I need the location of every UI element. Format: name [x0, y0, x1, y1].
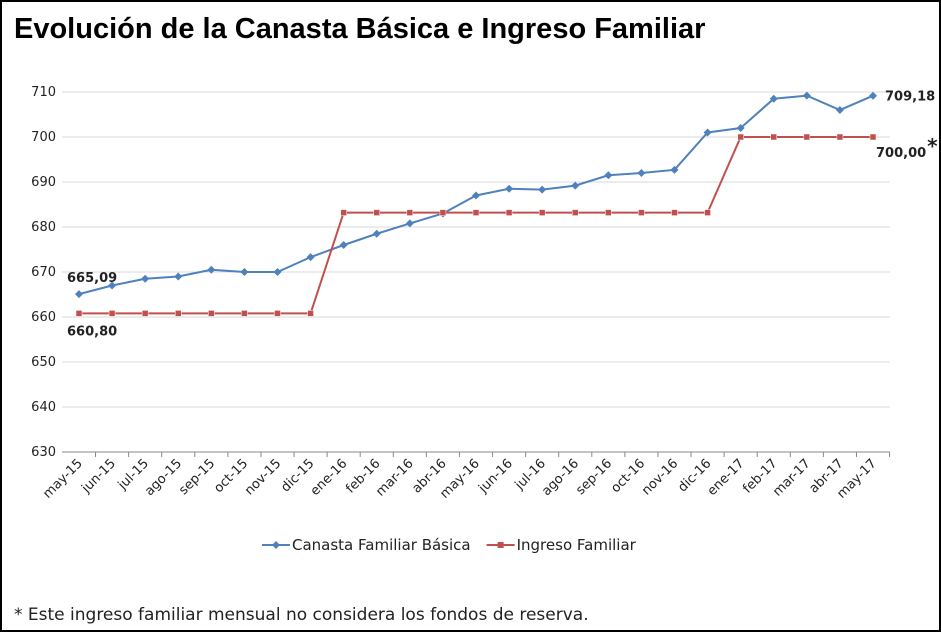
point — [737, 133, 744, 141]
data-label: 665,09 — [67, 271, 117, 286]
point — [770, 133, 777, 141]
point — [836, 133, 844, 141]
point — [869, 133, 877, 141]
point — [572, 209, 579, 216]
point — [406, 209, 414, 216]
point — [869, 91, 877, 100]
point — [373, 209, 380, 216]
legend-label: Ingreso Familiar — [517, 536, 637, 554]
y-tick-label: 650 — [31, 355, 56, 370]
point — [141, 310, 149, 317]
legend-marker — [497, 542, 504, 548]
point — [769, 94, 778, 103]
y-tick-label: 680 — [31, 220, 56, 235]
point — [75, 290, 83, 299]
footnote-marker: * — [927, 134, 938, 158]
point — [703, 128, 712, 137]
point — [108, 281, 117, 290]
point — [505, 184, 514, 193]
point — [208, 310, 215, 317]
point — [175, 310, 182, 317]
point — [605, 209, 612, 216]
data-label: 660,80 — [67, 324, 117, 339]
y-tick-label: 710 — [31, 85, 56, 100]
point — [472, 209, 480, 216]
point — [108, 310, 116, 317]
legend-label: Canasta Familiar Básica — [292, 536, 471, 554]
y-tick-label: 670 — [31, 265, 56, 280]
point — [439, 209, 447, 216]
point — [174, 272, 183, 281]
point — [671, 209, 678, 216]
point — [538, 185, 547, 194]
y-tick-label: 630 — [31, 445, 56, 460]
point — [670, 165, 679, 174]
y-tick-label: 690 — [31, 175, 56, 190]
point — [802, 91, 811, 100]
point — [604, 171, 613, 180]
point — [340, 209, 347, 216]
point — [240, 268, 249, 276]
point — [538, 209, 546, 216]
point — [141, 274, 150, 283]
y-tick-label: 640 — [31, 400, 56, 415]
point — [241, 310, 248, 317]
point — [274, 310, 281, 317]
data-label: 700,00 — [876, 146, 926, 161]
point — [372, 229, 381, 238]
y-tick-label: 660 — [31, 310, 56, 325]
point — [736, 124, 745, 132]
point — [339, 241, 348, 249]
point — [273, 268, 282, 276]
point — [835, 106, 844, 114]
point — [472, 191, 480, 200]
point — [306, 253, 315, 262]
point — [405, 219, 414, 228]
point — [637, 169, 646, 177]
point — [75, 310, 83, 317]
chart-title: Evolución de la Canasta Básica e Ingreso… — [14, 13, 705, 45]
point — [207, 265, 216, 274]
data-label: 709,18 — [885, 90, 935, 105]
point — [571, 181, 580, 190]
footnote: * Este ingreso familiar mensual no consi… — [14, 605, 589, 625]
point — [505, 209, 513, 216]
point — [307, 310, 314, 317]
point — [704, 209, 711, 216]
y-tick-label: 700 — [31, 130, 56, 145]
point — [803, 133, 811, 141]
point — [638, 209, 645, 216]
legend-marker — [272, 541, 280, 549]
